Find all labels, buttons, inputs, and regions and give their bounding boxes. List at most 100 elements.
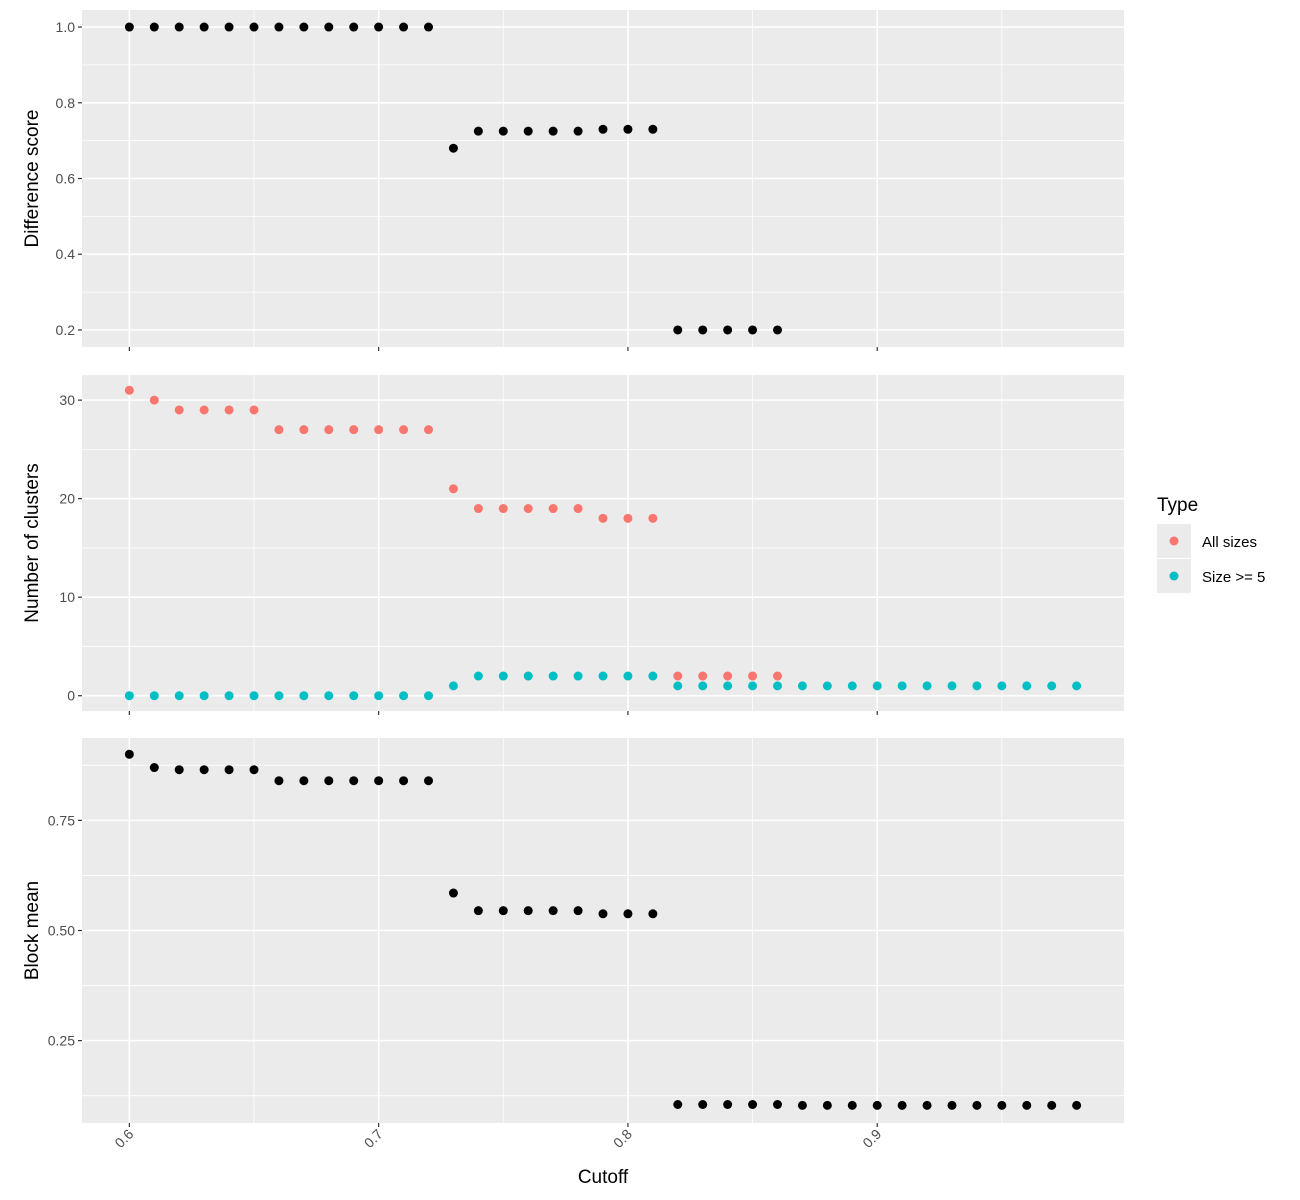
- data-point: [598, 513, 608, 523]
- y-tick-label: 0.6: [56, 171, 76, 187]
- data-point: [623, 513, 633, 523]
- data-point: [149, 691, 159, 701]
- data-point: [872, 681, 882, 691]
- y-axis-title: Block mean: [22, 881, 43, 980]
- data-point: [498, 126, 508, 136]
- data-point: [698, 681, 708, 691]
- data-point: [748, 1099, 758, 1109]
- data-point: [374, 691, 384, 701]
- data-point: [274, 425, 284, 435]
- data-point: [124, 691, 134, 701]
- data-point: [448, 484, 458, 494]
- data-point: [498, 906, 508, 916]
- y-tick-label: 0.75: [48, 812, 75, 828]
- data-point: [922, 1100, 932, 1110]
- data-point: [249, 22, 259, 32]
- panels: 0.2 0.4 0.6 0.8 1.0 Difference score 0 10 20 30 Nu…: [22, 10, 1124, 1151]
- data-point: [748, 325, 758, 335]
- data-point: [324, 425, 334, 435]
- data-point: [349, 691, 359, 701]
- data-point: [897, 1100, 907, 1110]
- data-point: [374, 425, 384, 435]
- data-point: [249, 765, 259, 775]
- data-point: [723, 325, 733, 335]
- data-point: [872, 1100, 882, 1110]
- data-point: [698, 671, 708, 681]
- data-point: [797, 1100, 807, 1110]
- data-point: [473, 671, 483, 681]
- data-point: [124, 749, 134, 759]
- series-2: [124, 671, 1082, 701]
- data-point: [324, 776, 334, 786]
- data-point: [249, 405, 259, 415]
- data-point: [623, 671, 633, 681]
- data-point: [174, 22, 184, 32]
- data-point: [349, 22, 359, 32]
- data-point: [673, 1099, 683, 1109]
- data-point: [723, 671, 733, 681]
- data-point: [847, 681, 857, 691]
- legend-key-size-5: [1169, 571, 1179, 581]
- data-point: [299, 776, 309, 786]
- data-point: [424, 425, 434, 435]
- y-tick-label: 0.4: [56, 246, 76, 262]
- data-point: [274, 691, 284, 701]
- y-tick-label: 30: [59, 392, 75, 408]
- data-point: [448, 681, 458, 691]
- data-point: [772, 671, 782, 681]
- data-point: [1072, 681, 1082, 691]
- y-tick-label: 10: [59, 589, 75, 605]
- data-point: [448, 888, 458, 898]
- panel-2: 0 10 20 30 Number of clusters: [22, 375, 1124, 715]
- data-point: [648, 909, 658, 919]
- x-tick-label: 0.9: [859, 1126, 884, 1151]
- data-point: [1072, 1100, 1082, 1110]
- data-point: [473, 126, 483, 136]
- data-point: [573, 126, 583, 136]
- data-point: [199, 22, 209, 32]
- legend-title: Type: [1157, 495, 1198, 516]
- data-point: [797, 681, 807, 691]
- data-point: [972, 681, 982, 691]
- data-point: [673, 681, 683, 691]
- data-point: [349, 425, 359, 435]
- data-point: [174, 691, 184, 701]
- data-point: [448, 143, 458, 153]
- panel-3: 0.25 0.50 0.75 Block mean 0.6 0.7 0.8 0.9: [22, 738, 1124, 1151]
- data-point: [1047, 681, 1057, 691]
- data-point: [399, 22, 409, 32]
- legend: Type All sizes Size >= 5: [1157, 495, 1265, 593]
- data-point: [772, 1099, 782, 1109]
- data-point: [174, 405, 184, 415]
- data-point: [772, 681, 782, 691]
- data-point: [224, 691, 234, 701]
- data-point: [149, 395, 159, 405]
- data-point: [324, 691, 334, 701]
- data-point: [648, 671, 658, 681]
- data-point: [274, 22, 284, 32]
- data-point: [124, 385, 134, 395]
- data-point: [199, 405, 209, 415]
- data-point: [822, 681, 832, 691]
- y-tick-label: 0.8: [56, 95, 76, 111]
- data-point: [374, 776, 384, 786]
- x-tick-label: 0.7: [361, 1126, 386, 1151]
- data-point: [922, 681, 932, 691]
- data-point: [748, 681, 758, 691]
- data-point: [598, 671, 608, 681]
- y-tick-label: 0: [67, 688, 75, 704]
- data-point: [224, 22, 234, 32]
- data-point: [822, 1100, 832, 1110]
- data-point: [997, 1100, 1007, 1110]
- data-point: [399, 691, 409, 701]
- data-point: [847, 1100, 857, 1110]
- data-point: [124, 22, 134, 32]
- data-point: [548, 671, 558, 681]
- y-tick-label: 0.25: [48, 1033, 75, 1049]
- data-point: [523, 906, 533, 916]
- data-point: [1022, 1100, 1032, 1110]
- data-point: [698, 325, 708, 335]
- x-tick-label: 0.8: [610, 1126, 635, 1151]
- data-point: [299, 425, 309, 435]
